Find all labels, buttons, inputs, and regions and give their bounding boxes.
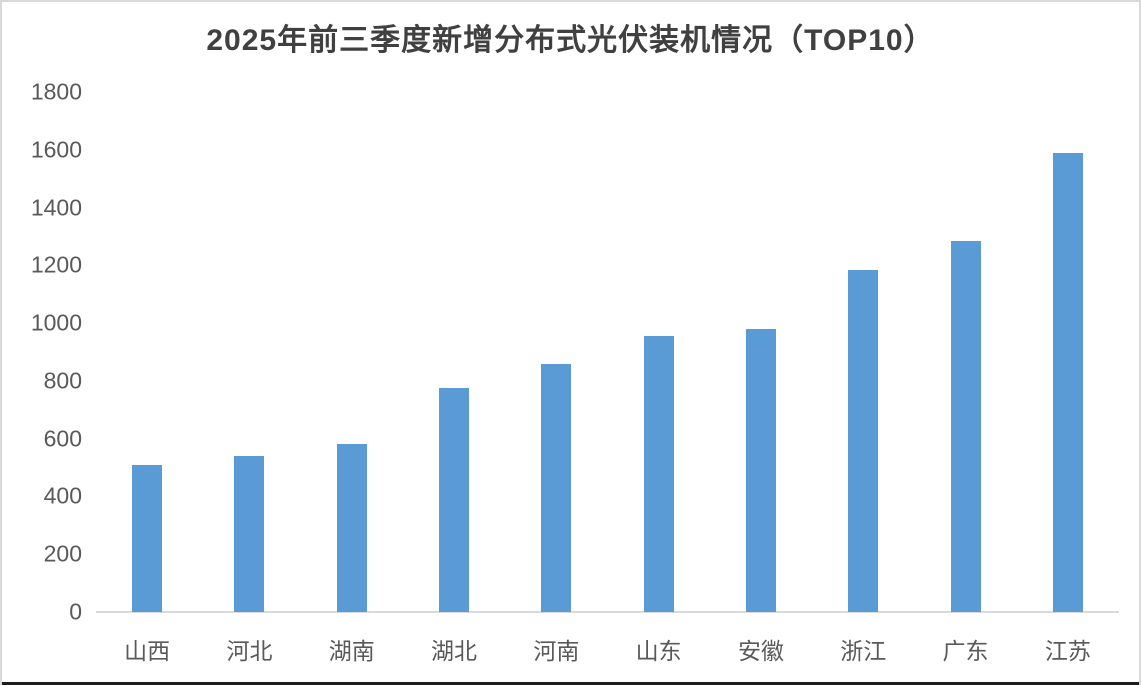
y-tick-label: 1000 (30, 309, 82, 336)
bars-container (96, 92, 1119, 612)
y-tick-label: 200 (43, 540, 82, 567)
bar-山西 (132, 464, 163, 612)
y-tick-label: 1600 (30, 136, 82, 163)
x-category-label: 湖南 (328, 638, 375, 664)
x-category-label: 河北 (226, 638, 273, 664)
x-category-label: 浙江 (840, 638, 887, 664)
x-category-label: 山西 (124, 638, 171, 664)
x-category-label: 广东 (942, 638, 989, 664)
bar-广东 (950, 240, 981, 612)
bar-江苏 (1052, 152, 1083, 612)
x-category-label: 安徽 (737, 638, 784, 664)
y-tick-label: 600 (43, 425, 82, 452)
x-category-label: 山东 (635, 638, 682, 664)
y-tick-label: 1400 (30, 194, 82, 221)
bar-浙江 (848, 269, 879, 612)
x-axis-category-labels: 山西 河北 湖南 湖北 河南 山东 安徽 浙江 广东 江苏 (96, 632, 1119, 666)
bar-河南 (541, 363, 572, 612)
y-axis-tick-labels: 0 200 400 600 800 1000 1200 1400 1600 1800 (2, 79, 82, 625)
x-axis-line (96, 611, 1119, 613)
y-tick-label: 800 (43, 367, 82, 394)
bottom-border (2, 682, 1139, 685)
bar-湖南 (336, 444, 367, 612)
y-tick-label: 400 (43, 482, 82, 509)
chart-title: 2025年前三季度新增分布式光伏装机情况（TOP10） (206, 24, 935, 57)
bar-湖北 (439, 388, 470, 612)
plot-area (96, 92, 1119, 612)
x-category-label: 河南 (533, 638, 580, 664)
x-category-label: 江苏 (1044, 638, 1091, 664)
x-category-label: 湖北 (431, 638, 478, 664)
bar-安徽 (745, 328, 776, 612)
y-tick-label: 1200 (30, 251, 82, 278)
bar-山东 (643, 336, 674, 612)
bar-河北 (234, 456, 265, 612)
y-tick-label: 1800 (30, 78, 82, 105)
y-tick-label: 0 (69, 598, 82, 625)
